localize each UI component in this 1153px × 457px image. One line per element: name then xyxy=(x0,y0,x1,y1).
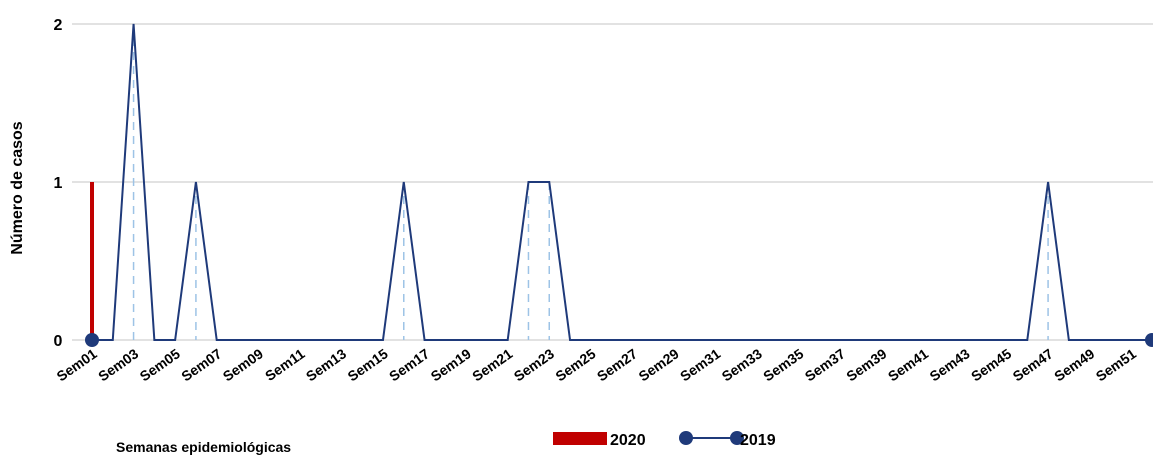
x-tick-label: Sem43 xyxy=(926,345,972,384)
point-2019 xyxy=(85,333,99,347)
x-tick-label: Sem23 xyxy=(511,345,557,384)
x-tick-label: Sem39 xyxy=(843,345,889,384)
x-tick-label: Sem15 xyxy=(345,345,391,384)
x-tick-label: Sem17 xyxy=(386,345,432,384)
x-tick-label: Sem25 xyxy=(552,345,598,384)
gridlines xyxy=(72,23,1153,341)
x-tick-label: Sem09 xyxy=(220,345,266,384)
x-tick-label: Sem29 xyxy=(636,345,682,384)
legend: 2020 2019 xyxy=(553,431,776,449)
point-2019 xyxy=(1145,333,1153,347)
y-tick-label: 1 xyxy=(54,175,63,192)
x-tick-label: Sem37 xyxy=(802,345,848,384)
x-tick-label: Sem41 xyxy=(885,345,931,384)
line-2019 xyxy=(85,23,1153,347)
x-tick-label: Sem01 xyxy=(54,345,100,384)
legend-label-2020: 2020 xyxy=(610,432,646,449)
series-line-2019 xyxy=(92,23,1152,341)
legend-marker-2019 xyxy=(679,431,693,445)
x-tick-label: Sem51 xyxy=(1093,345,1139,384)
y-axis-title: Número de casos xyxy=(9,121,26,254)
bar-2020 xyxy=(90,182,94,340)
x-tick-label: Sem45 xyxy=(968,345,1014,384)
legend-label-2019: 2019 xyxy=(740,432,776,449)
x-tick-label: Sem47 xyxy=(1010,345,1056,384)
x-tick-label: Sem05 xyxy=(137,345,183,384)
x-tick-label: Sem19 xyxy=(428,345,474,384)
y-axis-ticks: 0 1 2 xyxy=(54,17,63,350)
bars-2020 xyxy=(90,182,94,340)
x-tick-label: Sem27 xyxy=(594,345,640,384)
x-tick-label: Sem31 xyxy=(677,345,723,384)
legend-marker-2019 xyxy=(730,431,744,445)
x-axis-title: Semanas epidemiológicas xyxy=(116,439,291,455)
y-tick-label: 0 xyxy=(54,333,63,350)
x-tick-label: Sem11 xyxy=(262,345,308,384)
x-tick-label: Sem13 xyxy=(303,345,349,384)
x-tick-label: Sem35 xyxy=(760,345,806,384)
x-tick-label: Sem21 xyxy=(469,345,515,384)
drop-lines xyxy=(132,24,1049,340)
y-tick-label: 2 xyxy=(54,17,63,34)
x-axis-ticks: Sem01Sem03Sem05Sem07Sem09Sem11Sem13Sem15… xyxy=(54,345,1140,384)
x-tick-label: Sem03 xyxy=(95,345,141,384)
x-tick-label: Sem49 xyxy=(1051,345,1097,384)
legend-swatch-2020 xyxy=(553,432,607,445)
x-tick-label: Sem33 xyxy=(719,345,765,384)
x-tick-label: Sem07 xyxy=(178,345,224,384)
